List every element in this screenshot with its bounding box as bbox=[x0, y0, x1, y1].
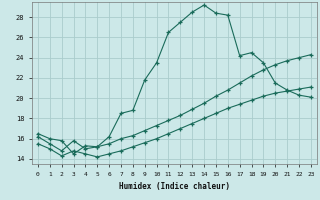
X-axis label: Humidex (Indice chaleur): Humidex (Indice chaleur) bbox=[119, 182, 230, 191]
